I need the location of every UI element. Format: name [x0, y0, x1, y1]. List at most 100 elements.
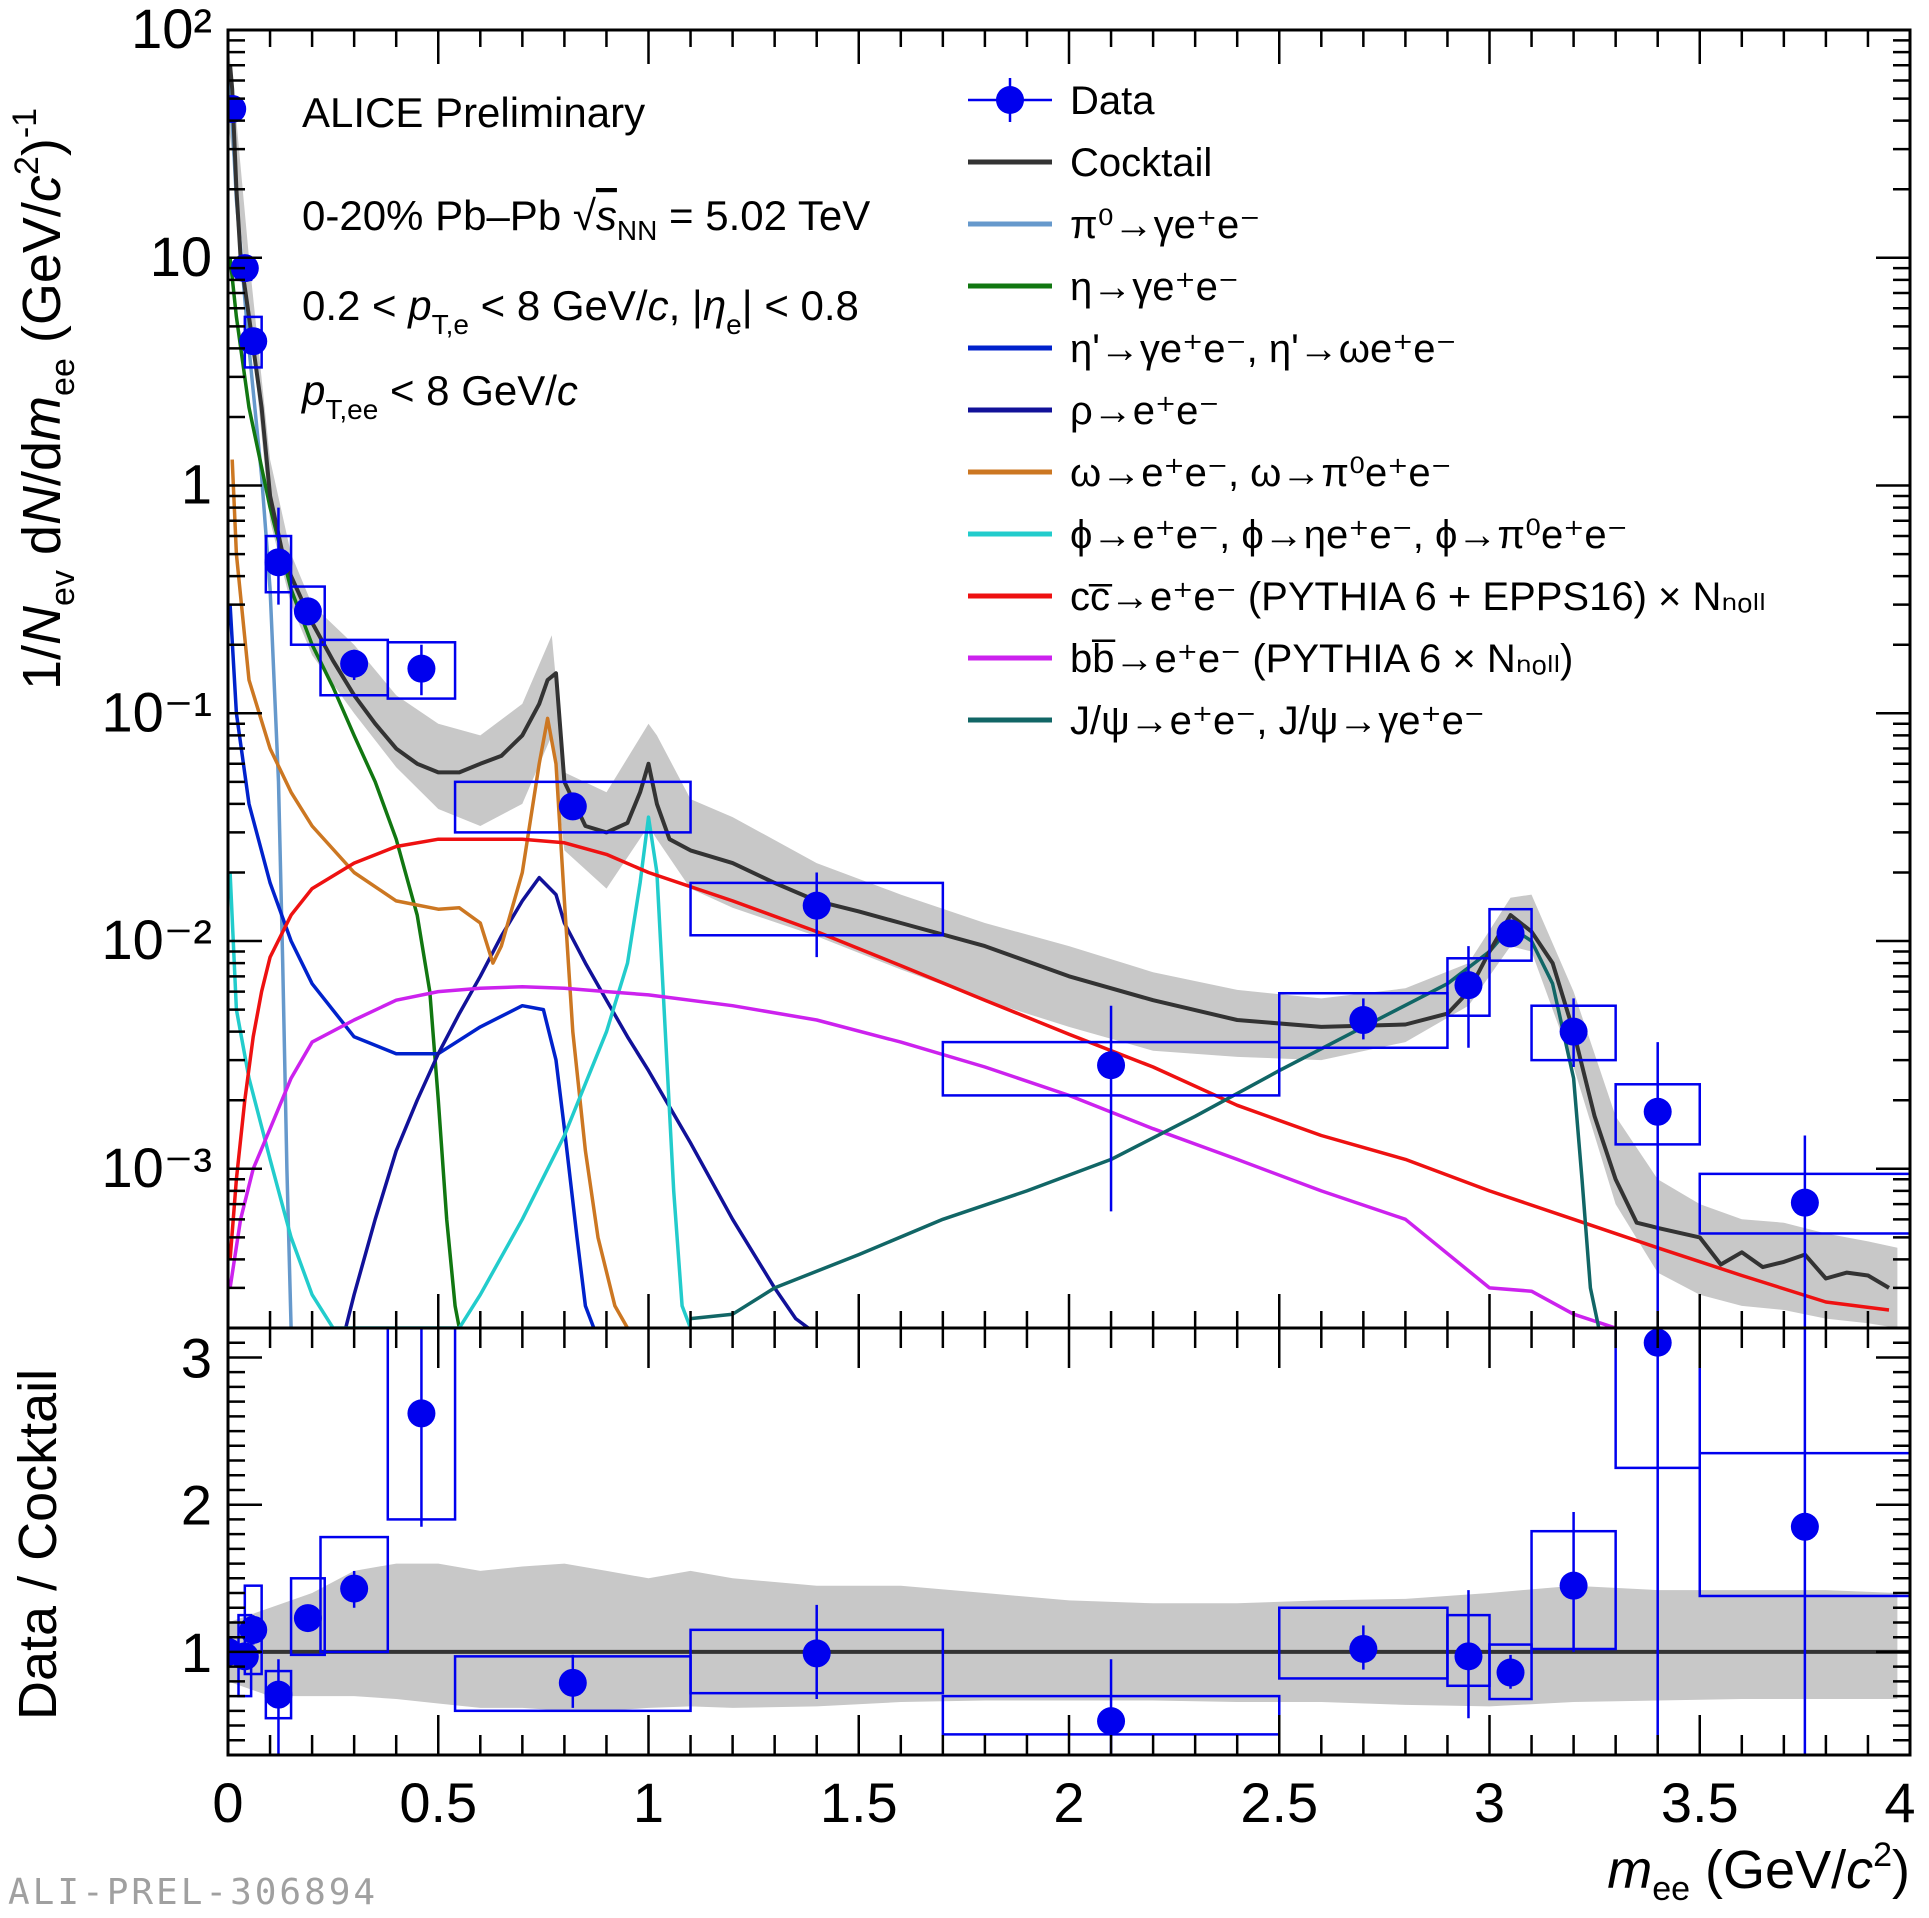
data-marker [1643, 1097, 1672, 1126]
data-marker [1097, 1051, 1126, 1080]
legend-entry-data: Data [968, 78, 1155, 123]
ratio-point [689, 1604, 945, 1700]
data-syst-box [1278, 991, 1449, 1050]
curve-omega [230, 459, 630, 1328]
experiment-label: ALICE Preliminary [302, 89, 645, 136]
legend-label: ϕ→e⁺e⁻, ϕ→ηe⁺e⁻, ϕ→π⁰e⁺e⁻ [1070, 513, 1628, 557]
y-tick-label: 10⁻² [102, 908, 213, 971]
legend-label: ρ→e⁺e⁻ [1070, 389, 1219, 433]
legend-entry-eta: η→γe⁺e⁻ [968, 265, 1239, 309]
data-marker [293, 597, 322, 626]
ratio-marker [293, 1604, 322, 1633]
preliminary-id: ALI-PREL-306894 [8, 1872, 379, 1913]
y-tick-label: 1 [181, 1621, 212, 1684]
data-marker [239, 327, 268, 356]
ratio-marker [1349, 1634, 1378, 1663]
ratio-syst-box [1488, 1643, 1533, 1701]
x-tick-label: 2.5 [1240, 1771, 1318, 1834]
x-tick-label: 2 [1053, 1771, 1084, 1834]
ratio-band [228, 1563, 1898, 1711]
data-marker [264, 548, 293, 577]
y-tick-label: 2 [181, 1474, 212, 1537]
top-panel [226, 28, 1912, 1330]
curve-cocktail [228, 65, 1891, 1290]
data-marker [228, 94, 247, 123]
ratio-point [319, 1535, 390, 1654]
data-point [1698, 1135, 1910, 1328]
data-point [941, 1005, 1281, 1212]
data-syst-box [1488, 907, 1533, 962]
ratio-marker [1097, 1707, 1126, 1736]
x-tick-label: 0 [212, 1771, 243, 1834]
data-marker [340, 649, 369, 678]
data-point [289, 585, 326, 646]
legend-entry-pi0: π⁰→γe⁺e⁻ [968, 203, 1260, 247]
data-marker [1496, 919, 1525, 948]
ratio-uncertainty-band [228, 1563, 1898, 1711]
curve-ccbar [228, 837, 1890, 1312]
header-text: ALICE Preliminary 0-20% Pb–Pb √sNN = 5.0… [300, 89, 870, 425]
data-point [264, 507, 293, 605]
ratio-point [1530, 1512, 1617, 1652]
ratio-marker [1496, 1658, 1525, 1687]
data-point [228, 94, 247, 123]
y-tick-label: 10⁻³ [102, 1136, 213, 1199]
ratio-marker [802, 1639, 831, 1668]
data-syst-box [289, 585, 326, 646]
legend-label: J/ψ→e⁺e⁻, J/ψ→γe⁺e⁻ [1070, 699, 1485, 743]
curve-eta [228, 257, 462, 1328]
data-marker [1349, 1006, 1378, 1035]
legend-entry-etaprime: η'→γe⁺e⁻, η'→ωe⁺e⁻ [968, 327, 1457, 371]
x-axis-title: mee (GeV/c2) [1607, 1836, 1910, 1908]
system-label: 0-20% Pb–Pb √sNN = 5.02 TeV [302, 192, 870, 246]
pair-cut: pT,ee < 8 GeV/c [300, 367, 578, 425]
data-point [1530, 998, 1617, 1067]
data-point [386, 641, 457, 700]
legend-entry-omega: ω→e⁺e⁻, ω→π⁰e⁺e⁻ [968, 451, 1452, 495]
legend-swatch-marker [996, 86, 1024, 114]
ratio-point [289, 1577, 326, 1657]
legend-label: bb̅→e⁺e⁻ (PYTHIA 6 × Nₙₒₗₗ) [1070, 637, 1573, 681]
legend-label: cc̅→e⁺e⁻ (PYTHIA 6 + EPPS16) × Nₙₒₗₗ [1070, 575, 1766, 619]
y-tick-label: 1 [181, 453, 212, 516]
x-tick-label: 4 [1884, 1771, 1915, 1834]
x-tick-label: 3.5 [1661, 1771, 1739, 1834]
data-syst-box [453, 780, 692, 834]
curve-phi [228, 815, 693, 1328]
top-data-points [228, 94, 1910, 1328]
ratio-marker [558, 1668, 587, 1697]
curve-bbbar [228, 984, 1617, 1328]
data-point [239, 315, 268, 369]
legend-label: ω→e⁺e⁻, ω→π⁰e⁺e⁻ [1070, 451, 1452, 495]
legend-label: Data [1070, 79, 1155, 123]
x-tick-label: 0.5 [399, 1771, 477, 1834]
ratio-syst-box [289, 1577, 326, 1657]
x-tick-label: 3 [1474, 1771, 1505, 1834]
x-tick-labels: 0 0.5 1 1.5 2 2.5 3 3.5 4 [212, 1771, 1915, 1834]
data-marker [558, 792, 587, 821]
x-tick-label: 1.5 [820, 1771, 898, 1834]
data-point [1488, 907, 1533, 962]
ratio-marker [1790, 1512, 1819, 1541]
legend: Data Cocktail π⁰→γe⁺e⁻ η→γe⁺e⁻ η'→γe⁺e⁻, η'→… [968, 78, 1766, 743]
bottom-y-tick-labels: 1 2 3 [181, 1326, 212, 1683]
ratio-marker [1454, 1642, 1483, 1671]
data-marker [1559, 1017, 1588, 1046]
ratio-point [1488, 1643, 1533, 1701]
ratio-point [1614, 1328, 1702, 1741]
y-tick-label: 3 [181, 1326, 212, 1389]
curve-rho [344, 875, 810, 1328]
top-y-tick-labels: 10⁻³ 10⁻² 10⁻¹ 1 10 10² [102, 0, 213, 1199]
data-marker [802, 891, 831, 920]
data-marker [1454, 971, 1483, 1000]
legend-entry-cocktail: Cocktail [968, 141, 1212, 185]
ratio-marker [1559, 1571, 1588, 1600]
ratio-data-points [228, 1328, 1910, 1755]
ratio-marker [407, 1399, 436, 1428]
data-point [1446, 946, 1491, 1048]
y-tick-label: 10² [131, 0, 212, 60]
legend-label: η→γe⁺e⁻ [1070, 265, 1239, 309]
legend-entry-bbbar: bb̅→e⁺e⁻ (PYTHIA 6 × Nₙₒₗₗ) [968, 637, 1573, 681]
x-tick-label: 1 [633, 1771, 664, 1834]
